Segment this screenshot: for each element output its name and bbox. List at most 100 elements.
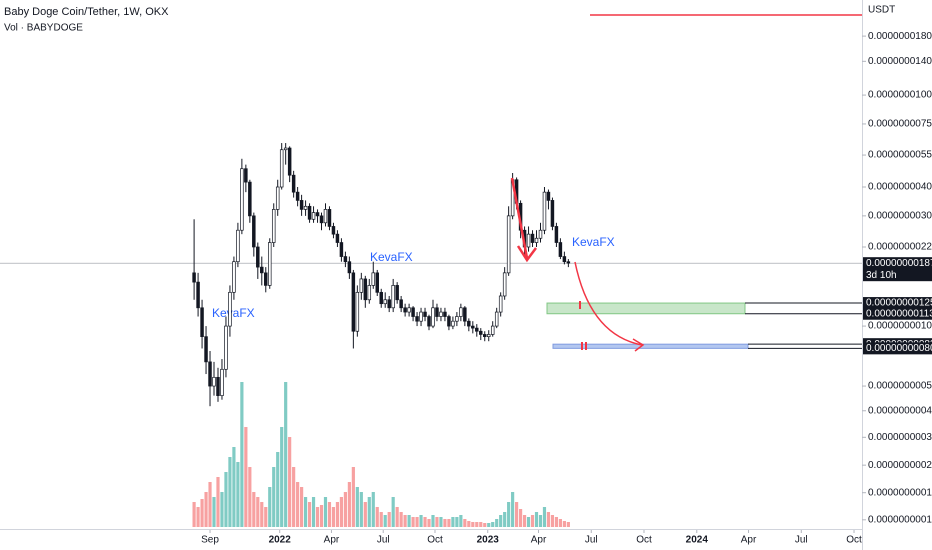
- candle-body: [291, 174, 296, 193]
- y-tick-label: 0.000000000330: [868, 432, 932, 443]
- candle-body: [391, 285, 395, 309]
- volume-bar: [375, 507, 379, 527]
- volume-bar: [327, 502, 332, 527]
- volume-bar: [252, 492, 256, 527]
- x-tick-label: Apr: [741, 535, 757, 546]
- volume-bar: [518, 509, 523, 527]
- candle-body: [363, 278, 368, 301]
- x-tick-label: 2023: [477, 535, 500, 546]
- candle-body: [279, 149, 284, 188]
- candle-body: [494, 311, 499, 327]
- x-tick-label: Apr: [324, 535, 340, 546]
- volume-bar: [411, 517, 415, 527]
- volume-bar: [515, 502, 519, 527]
- volume-bar: [451, 517, 455, 527]
- candle-body: [200, 307, 204, 338]
- candle-body: [447, 316, 451, 327]
- y-tick-label: 0.000000000145: [868, 514, 932, 525]
- candle-body: [550, 200, 555, 227]
- candle-body: [431, 307, 435, 327]
- candle-body: [411, 307, 415, 317]
- volume-bar: [288, 437, 292, 527]
- price-label: 0.000000001258: [866, 298, 932, 309]
- x-tick-label: Oct: [846, 535, 862, 546]
- candle-body: [471, 325, 475, 329]
- volume-bar: [307, 502, 312, 527]
- y-tick-label: 0.000000018000: [868, 31, 932, 42]
- volume-bar: [303, 497, 308, 527]
- candle-body: [439, 311, 443, 317]
- candle-body: [283, 147, 288, 151]
- x-tick-label: Sep: [201, 535, 219, 546]
- x-tick-label: Jul: [377, 535, 390, 546]
- candle-body: [483, 334, 487, 338]
- candle-body: [415, 316, 419, 322]
- y-tick-label: 0.000000004000: [868, 182, 932, 193]
- candle-body: [228, 291, 232, 327]
- candle-body: [490, 325, 495, 335]
- candle-body: [303, 205, 308, 210]
- candle-body: [327, 209, 332, 227]
- y-tick-label: 0.000000000190: [868, 487, 932, 498]
- volume-bar: [407, 515, 411, 527]
- volume-bar: [319, 505, 324, 527]
- marker: [581, 342, 583, 350]
- candle-body: [351, 272, 356, 332]
- candle-body: [264, 272, 268, 286]
- volume-bar: [479, 522, 483, 527]
- marker: [579, 301, 581, 309]
- volume-bar: [530, 515, 535, 527]
- candle-body: [455, 316, 459, 322]
- y-tick-label: 0.000000002200: [868, 242, 932, 253]
- y-tick-label: 0.000000010000: [868, 90, 932, 101]
- volume-bar: [566, 522, 570, 527]
- y-tick-label: 0.000000000250: [868, 460, 932, 471]
- volume-bar: [272, 467, 276, 527]
- volume-bar: [343, 492, 347, 527]
- price-label: 0.000000001872: [866, 258, 932, 269]
- volume-bar: [276, 452, 280, 527]
- volume-bar: [499, 515, 503, 527]
- volume-bar: [542, 507, 547, 527]
- volume-bar: [339, 497, 344, 527]
- candle-body: [451, 320, 455, 327]
- volume-bar: [455, 517, 459, 527]
- volume-bar: [526, 517, 531, 527]
- candle-body: [220, 368, 224, 396]
- y-tick-label: 0.000000001000: [868, 321, 932, 332]
- arrow: [574, 261, 645, 352]
- volume-bar: [347, 482, 351, 527]
- candle-body: [307, 205, 312, 220]
- candle-body: [339, 242, 344, 257]
- volume-bar: [236, 462, 240, 527]
- volume-bar: [507, 502, 511, 527]
- y-axis-label: USDT: [868, 5, 895, 16]
- chart-title: Baby Doge Coin/Tether, 1W, OKX: [4, 6, 169, 18]
- y-tick-label: 0.000000014000: [868, 56, 932, 67]
- price-label: 0.000000001131: [866, 308, 932, 319]
- candle-body: [498, 295, 503, 313]
- marker: [585, 342, 587, 350]
- candle-body: [244, 168, 248, 183]
- candle-body: [387, 299, 391, 309]
- price-label-box: [863, 257, 932, 282]
- candle-body: [566, 261, 571, 264]
- candle-body: [403, 307, 407, 313]
- volume-bar: [379, 512, 383, 527]
- candle-body: [463, 307, 467, 322]
- candle-body: [319, 215, 324, 224]
- candle-body: [534, 237, 539, 243]
- candle-body: [335, 233, 340, 243]
- volume-bar: [431, 515, 435, 527]
- arrow: [510, 177, 537, 263]
- volume-bar: [534, 512, 539, 527]
- candle-body: [475, 327, 479, 332]
- volume-bar: [427, 519, 431, 527]
- zone: [552, 343, 749, 349]
- candle-body: [502, 272, 507, 297]
- candle-body: [196, 281, 200, 309]
- volume-bar: [423, 517, 427, 527]
- candle-body: [315, 212, 320, 217]
- y-tick-label: 0.000000000550: [868, 381, 932, 392]
- subtitle: Vol · BABYDOGE: [4, 23, 83, 34]
